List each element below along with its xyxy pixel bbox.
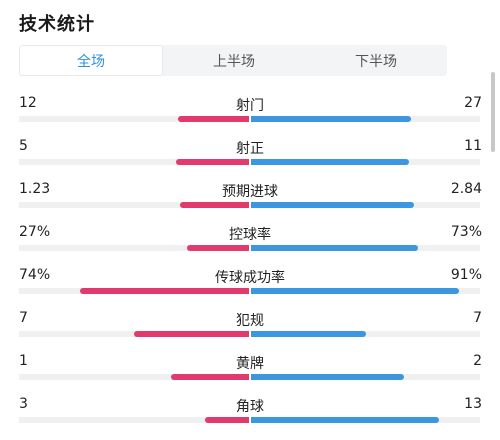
home-bar: [178, 116, 249, 122]
home-value: 7: [19, 310, 28, 326]
home-bar: [180, 202, 249, 208]
stat-label: 控球率: [229, 227, 271, 243]
stat-row-fouls: 7 犯规 7: [0, 310, 490, 350]
tab-first-half[interactable]: 上半场: [213, 53, 255, 70]
away-bar: [251, 245, 418, 251]
stat-row-possession: 27% 控球率 73%: [0, 224, 490, 264]
stat-row-expected-goals: 1.23 预期进球 2.84: [0, 181, 490, 221]
away-value: 73%: [450, 224, 482, 240]
home-bar-track: [19, 202, 248, 208]
tab-second-half[interactable]: 下半场: [355, 53, 397, 70]
away-value: 2.84: [450, 181, 482, 197]
home-value: 5: [19, 138, 28, 154]
tab-full-match[interactable]: 全场: [19, 45, 163, 76]
home-value: 3: [19, 396, 28, 412]
home-bar-track: [19, 245, 248, 251]
stat-row-corners: 3 角球 13: [0, 396, 490, 436]
stat-row-pass-accuracy: 74% 传球成功率 91%: [0, 267, 490, 307]
away-value: 7: [473, 310, 482, 326]
stat-row-yellow-cards: 1 黄牌 2: [0, 353, 490, 393]
stat-label: 预期进球: [222, 184, 278, 200]
away-bar: [251, 417, 439, 423]
home-bar-track: [19, 417, 248, 423]
home-value: 27%: [19, 224, 51, 240]
home-value: 74%: [19, 267, 51, 283]
away-value: 13: [464, 396, 482, 412]
page-title: 技术统计: [19, 14, 95, 35]
away-bar: [251, 116, 411, 122]
home-bar-track: [19, 116, 248, 122]
stat-label: 传球成功率: [215, 270, 285, 286]
stat-label: 射正: [236, 141, 264, 157]
stat-label: 射门: [236, 98, 264, 114]
home-bar: [171, 374, 249, 380]
stat-label: 黄牌: [236, 356, 264, 372]
period-tabs: 全场 上半场 下半场: [19, 45, 447, 76]
away-bar: [251, 288, 459, 294]
stat-label: 角球: [236, 399, 264, 415]
home-bar-track: [19, 374, 248, 380]
home-bar: [176, 159, 249, 165]
home-bar: [187, 245, 249, 251]
away-bar: [251, 159, 409, 165]
stat-label: 犯规: [236, 313, 264, 329]
home-bar-track: [19, 331, 248, 337]
stat-row-shots-on-target: 5 射正 11: [0, 138, 490, 178]
scrollbar[interactable]: [491, 72, 495, 152]
home-value: 12: [19, 95, 37, 111]
away-value: 2: [473, 353, 482, 369]
home-bar: [80, 288, 249, 294]
away-bar: [251, 374, 404, 380]
home-value: 1.23: [19, 181, 51, 197]
away-bar: [251, 202, 414, 208]
home-value: 1: [19, 353, 28, 369]
away-value: 11: [464, 138, 482, 154]
away-value: 27: [464, 95, 482, 111]
home-bar: [134, 331, 249, 337]
away-value: 91%: [450, 267, 482, 283]
home-bar: [205, 417, 249, 423]
home-bar-track: [19, 159, 248, 165]
away-bar: [251, 331, 366, 337]
stat-row-shots: 12 射门 27: [0, 95, 490, 135]
